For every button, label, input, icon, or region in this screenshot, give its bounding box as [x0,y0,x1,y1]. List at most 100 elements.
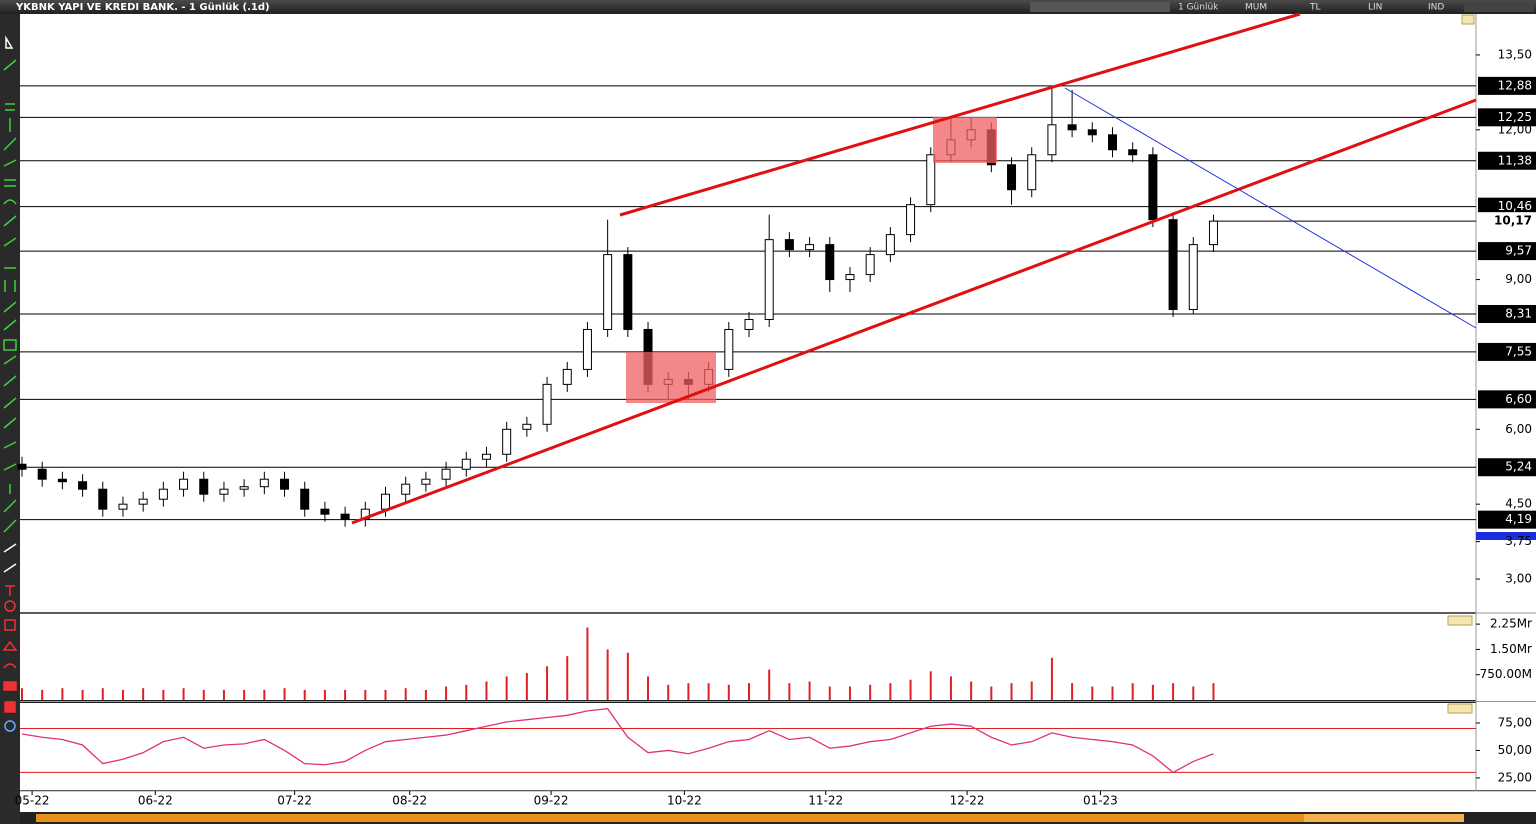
level-label-box [1478,242,1536,261]
volume-bar [848,686,851,700]
indicator-button[interactable]: IND [1428,3,1444,13]
candle-body [158,488,168,500]
candle-body [78,481,88,490]
candle-body [1108,134,1117,151]
level-label: 12,25 [1498,110,1532,124]
candle-body [1087,129,1097,136]
candle-body [603,254,613,330]
volume-bar [566,656,569,700]
volume-bar [182,688,185,700]
candle-body [17,463,27,470]
candle-body [37,468,47,480]
volume-bar [303,689,306,700]
volume-bar [869,684,872,700]
volume-bar [687,683,690,700]
candle-body [906,204,916,236]
candle-body [381,493,390,510]
volume-bar [586,627,589,700]
bid-marker [1476,532,1536,540]
panel-buttons[interactable] [1447,703,1473,714]
volume-bar [647,676,650,700]
y-tick-label: 3,75 [1505,534,1532,548]
candle-body [865,254,875,276]
candle-body [57,478,67,483]
level-label: 10,46 [1498,199,1532,213]
volume-bar [243,689,246,700]
y-tick-label: 4,50 [1505,497,1532,511]
currency-button[interactable]: TL [1309,3,1321,13]
candle-body [805,244,815,251]
volume-bar [606,649,609,700]
level-label-box [1478,390,1536,409]
volume-bar [546,666,549,700]
consolidation-box [626,352,716,403]
x-tick-label: 01-23 [1083,794,1118,808]
candle-body [744,318,754,330]
level-label: 5,24 [1505,460,1532,474]
volume-bar [667,684,670,700]
candle-body [1047,124,1057,156]
volume-bar [121,689,124,700]
x-tick-label: 06-22 [138,794,173,808]
candle-body [1067,124,1077,131]
volume-bar [344,689,347,700]
candle-body [1208,220,1218,246]
consolidation-box [933,117,997,163]
scrollbar-thumb[interactable] [36,814,1304,822]
volume-bar [1030,681,1033,700]
level-label-box [1478,108,1536,127]
window-controls[interactable] [1464,2,1534,12]
y-tick-label: 25,00 [1498,770,1532,784]
scale-button[interactable]: LIN [1368,3,1382,13]
scrollbar-thumb-end[interactable] [1304,814,1464,822]
y-tick-label: 13,50 [1498,47,1532,61]
volume-bar [1050,657,1053,700]
candle-body [1188,244,1198,311]
volume-bar [970,681,973,700]
panel-buttons[interactable] [1461,14,1475,25]
candle-body [441,468,451,480]
level-label-box [1478,197,1536,216]
tool-icons[interactable] [2,35,18,732]
volume-bar [748,683,750,700]
candle-body [239,486,249,490]
volume-bar [990,686,993,700]
channel-lower [351,98,1477,525]
candle-body [1168,219,1178,311]
level-label-box [1478,510,1536,529]
candle-body [542,383,552,425]
period-button[interactable]: 1 Günlük [1178,3,1219,13]
panel-buttons[interactable] [1447,615,1473,626]
candle-button[interactable]: MUM [1245,3,1267,13]
volume-bar [1131,683,1134,700]
candle-body [461,458,471,470]
volume-bar [283,688,286,700]
x-tick-label: 09-22 [534,794,569,808]
candle-body [1128,149,1138,156]
candle-body [845,274,855,281]
candle-body [320,508,330,515]
volume-bar [1010,683,1013,700]
volume-bar [323,689,326,700]
level-label: 7,55 [1505,344,1532,358]
volume-bar [1212,683,1215,700]
candle-body [259,478,269,488]
volume-bar [1172,683,1175,700]
volume-bar [465,684,468,700]
volume-bar [788,683,791,700]
volume-bar [808,681,811,700]
level-label: 8,31 [1505,306,1532,320]
volume-bar [142,688,145,700]
toolbar-icons[interactable] [1030,2,1170,12]
y-tick-label: 50,00 [1498,743,1532,757]
volume-bar [1071,683,1074,700]
volume-bar [41,689,44,700]
annotations [351,12,1477,525]
volume-bar [404,688,407,700]
volume-bar [727,684,730,700]
y-tick-label: 750.00M [1480,667,1532,681]
candle-body [179,478,189,490]
candle-body [1027,154,1037,191]
candle-body [562,368,572,385]
